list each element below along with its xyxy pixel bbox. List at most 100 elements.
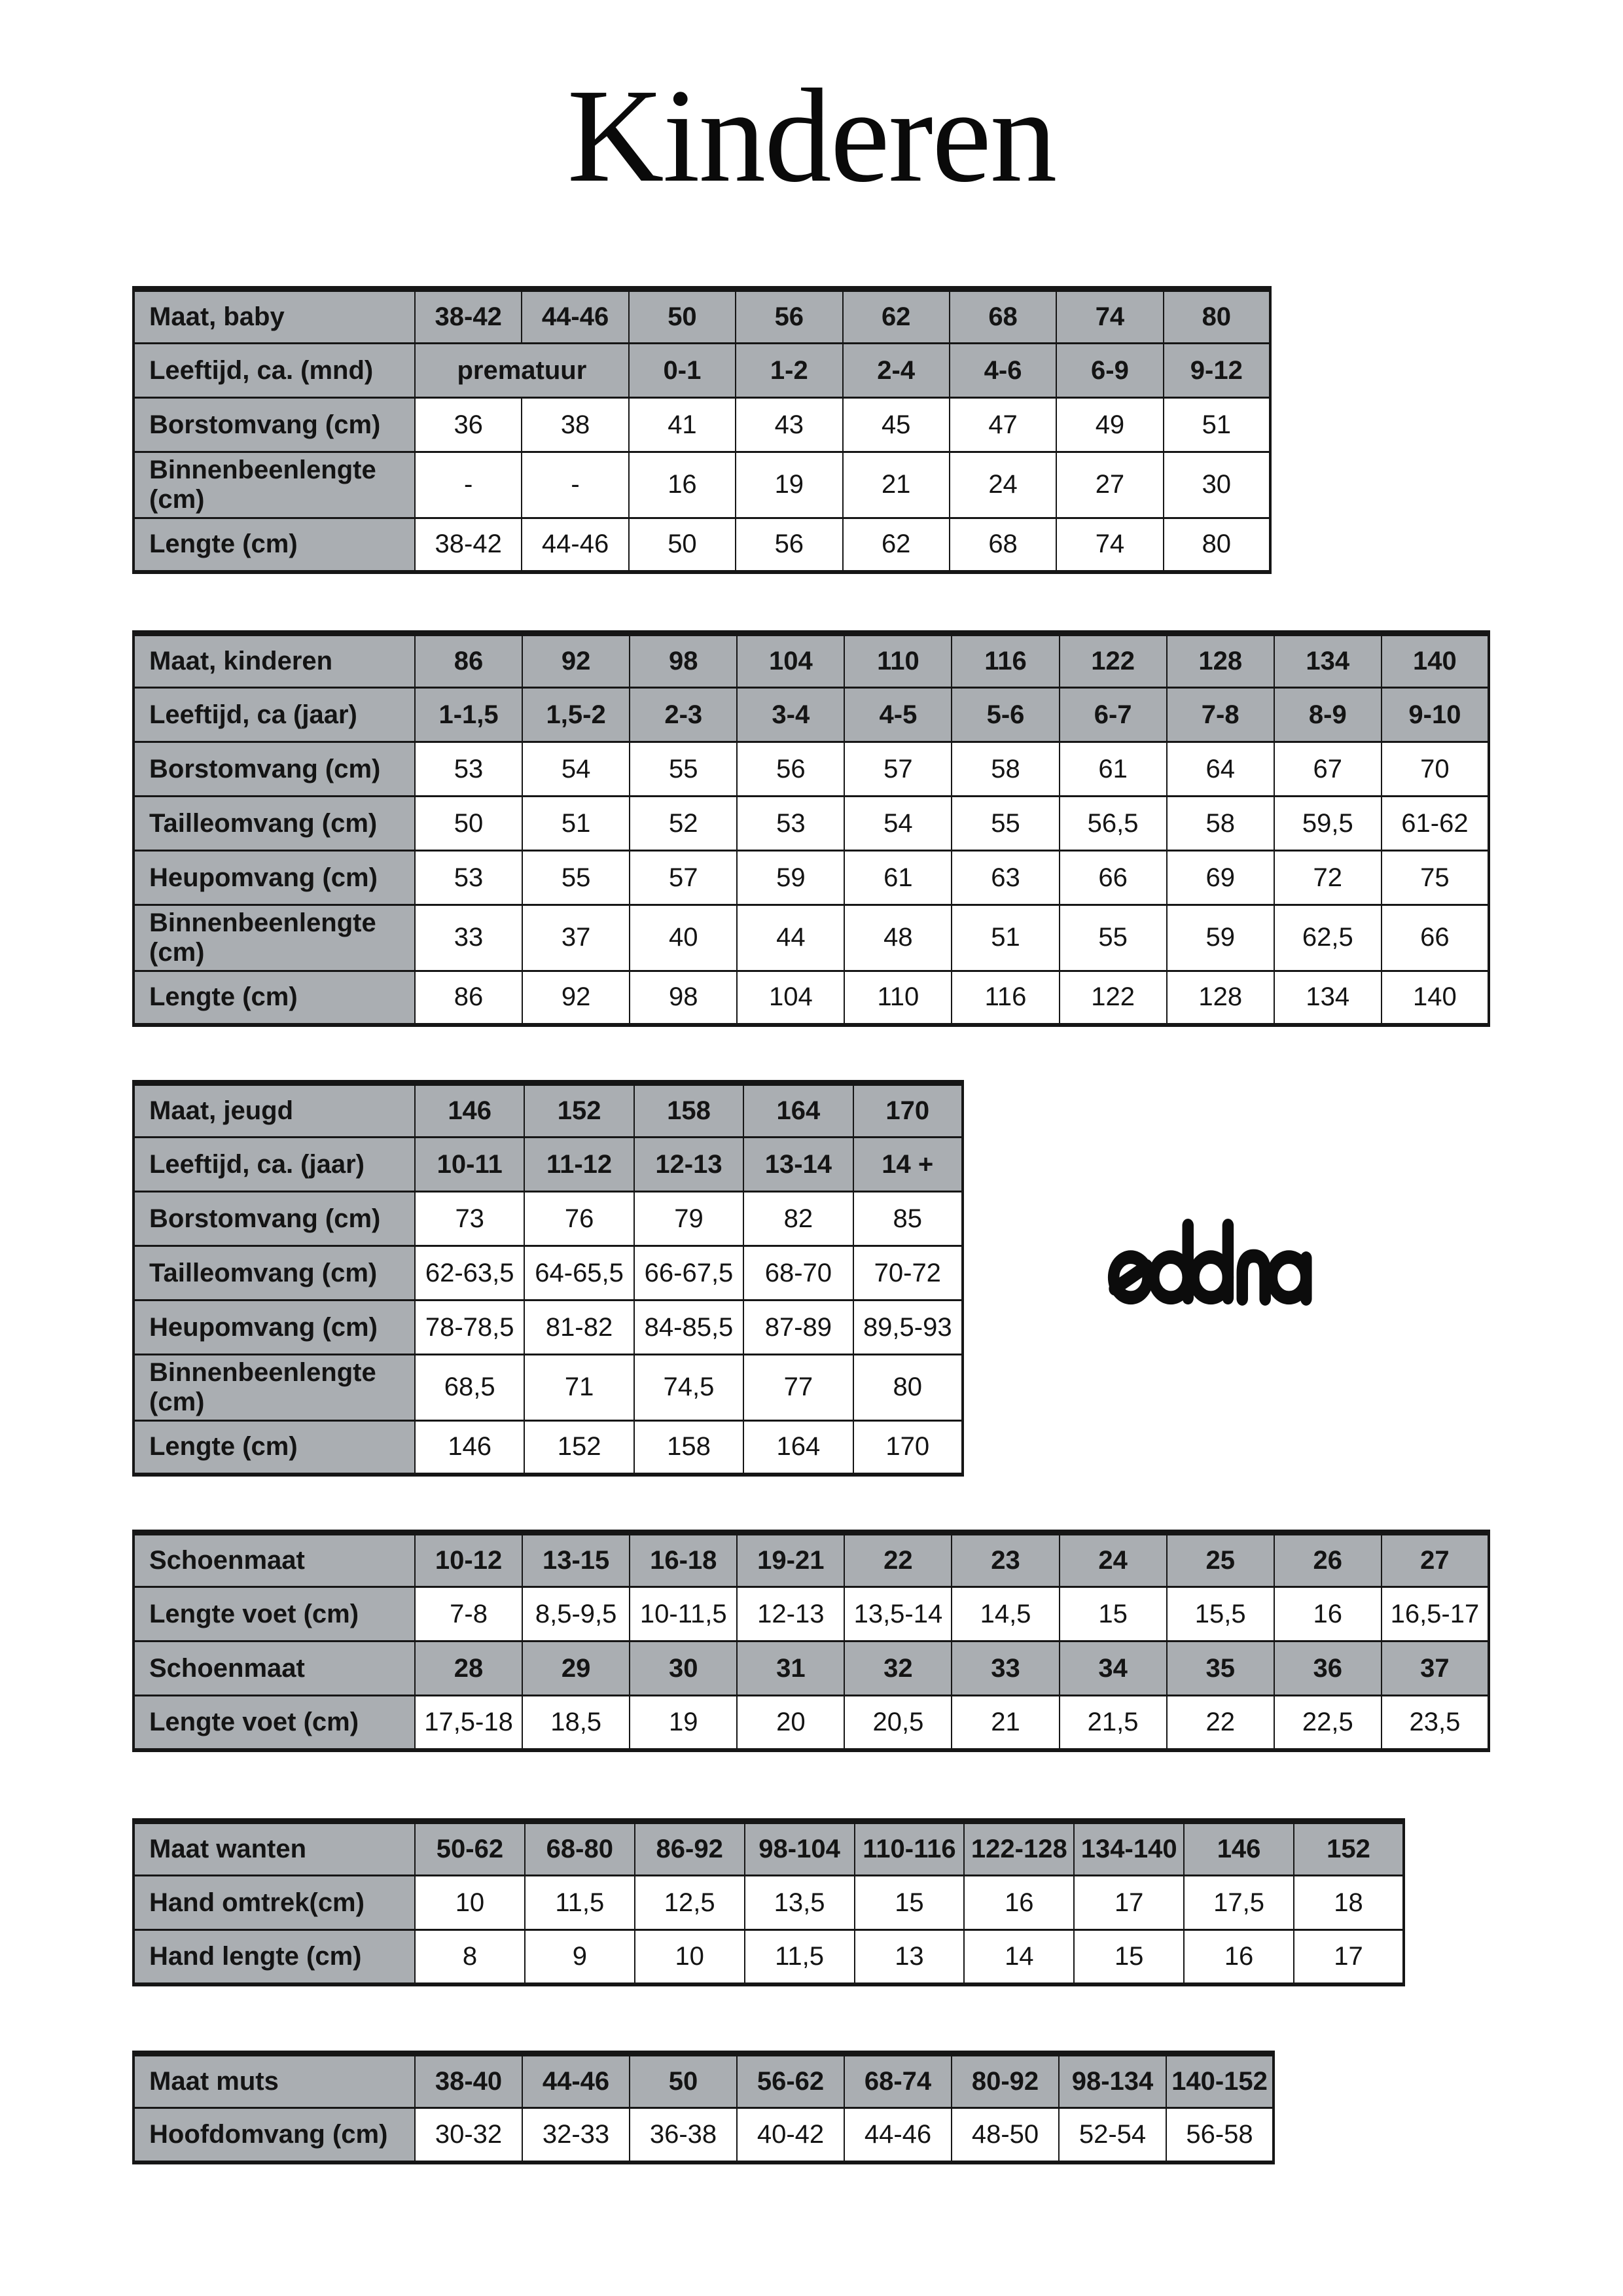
cell: 68,5 [414,1354,526,1422]
cell: 37 [522,904,631,972]
row-label: Binnenbeenlengte (cm) [133,1354,416,1422]
cell: 30-32 [414,2107,523,2163]
row-label: Maat muts [133,2053,416,2109]
cell: 38-42 [414,288,523,344]
cell: 50 [628,516,737,573]
table-muts: Maat muts 38-40 44-46 50 56-62 68-74 80-92 98-1… [132,2051,1275,2164]
cell: 22 [844,1532,953,1588]
table-row: Lengte (cm) 38-42 44-46 50 56 62 68 74 80 [133,516,1272,573]
eddna-logo: eddna [1107,1219,1312,1306]
cell: 51 [951,904,1060,972]
cell: 68-74 [844,2053,952,2109]
row-label: Tailleomvang (cm) [133,1245,416,1301]
cell: 48-50 [951,2107,1060,2163]
cell: 98 [629,969,738,1026]
table-row: Hoofdomvang (cm) 30-32 32-33 36-38 40-42 44-4… [133,2107,1274,2163]
cell: 158 [633,1419,745,1476]
cell: 21 [842,451,950,519]
cell: 19 [735,451,844,519]
cell: 44-46 [521,516,630,573]
table-row: Borstomvang (cm) 73 76 79 82 85 [133,1191,964,1247]
cell: 5-6 [951,687,1060,743]
cell: 37 [1380,1640,1490,1696]
cell: 73 [414,1191,526,1247]
row-label: Lengte (cm) [133,1419,416,1476]
cell: 81-82 [524,1299,635,1355]
cell: 116 [951,969,1060,1026]
cell: 32-33 [522,2107,630,2163]
cell: 80 [852,1354,964,1422]
cell: prematuur [414,342,630,399]
table-row: Leeftijd, ca. (mnd) prematuur 0-1 1-2 2-4 4-6… [133,342,1272,399]
cell: 110 [844,632,953,689]
cell: 11,5 [743,1929,855,1985]
cell: 16 [628,451,737,519]
cell: 1,5-2 [522,687,631,743]
cell: 13-15 [522,1532,631,1588]
table-row: Lengte (cm) 86 92 98 104 110 116 122 128 134 140 [133,969,1490,1026]
cell: 15 [853,1874,965,1931]
cell: 54 [522,741,631,797]
row-label: Lengte (cm) [133,516,416,573]
cell: 98-134 [1058,2053,1167,2109]
cell: 10 [414,1874,526,1931]
cell: 13,5-14 [844,1586,953,1642]
cell: 152 [524,1082,635,1138]
cell: 33 [951,1640,1060,1696]
cell: 56 [735,288,844,344]
table-row: Binnenbeenlengte (cm) 33 37 40 44 48 51 55 59 62,… [133,904,1490,972]
cell: 14 [963,1929,1075,1985]
cell: 86 [414,632,524,689]
cell: 52-54 [1058,2107,1167,2163]
table-kinderen: Maat, kinderen 86 92 98 104 110 116 122 128 134 14… [132,630,1490,1028]
cell: 22 [1166,1695,1275,1751]
cell: 19 [629,1695,738,1751]
row-label: Hand omtrek(cm) [133,1874,416,1931]
cell: 15 [1058,1586,1168,1642]
table-row: Maat muts 38-40 44-46 50 56-62 68-74 80-92 98-1… [133,2053,1274,2109]
cell: 13,5 [743,1874,855,1931]
cell: 170 [852,1419,964,1476]
cell: 62 [842,288,950,344]
table-row: Heupomvang (cm) 53 55 57 59 61 63 66 69 72 75 [133,850,1490,906]
cell: 12,5 [633,1874,745,1931]
cell: 146 [414,1419,526,1476]
cell: 7-8 [1166,687,1275,743]
row-label: Binnenbeenlengte (cm) [133,451,416,519]
cell: 61 [1058,741,1168,797]
cell: 24 [948,451,1058,519]
cell: 25 [1166,1532,1275,1588]
cell: 17,5 [1183,1874,1294,1931]
table-row: Maat, kinderen 86 92 98 104 110 116 122 128 134 14… [133,632,1490,689]
table-jeugd: Maat, jeugd 146 152 158 164 170 Leeftijd, ca. … [132,1080,964,1477]
cell: 122-128 [963,1820,1075,1876]
cell: 38 [521,397,630,453]
cell: 59,5 [1273,795,1382,852]
cell: 82 [743,1191,854,1247]
cell: 1-1,5 [414,687,524,743]
cell: 17 [1073,1874,1185,1931]
cell: 140 [1380,632,1490,689]
cell: 58 [1166,795,1275,852]
cell: 38-42 [414,516,523,573]
cell: 57 [629,850,738,906]
cell: 49 [1056,397,1164,453]
cell: 104 [736,969,846,1026]
cell: 21 [951,1695,1060,1751]
cell: 9-10 [1380,687,1490,743]
cell: 122 [1058,632,1168,689]
cell: 55 [1058,904,1168,972]
cell: 50 [628,288,737,344]
cell: 71 [524,1354,635,1422]
cell: 56 [736,741,846,797]
cell: 68-70 [743,1245,854,1301]
cell: 86-92 [633,1820,745,1876]
cell: 74 [1056,288,1164,344]
cell: 164 [743,1419,854,1476]
cell: 116 [951,632,1060,689]
row-label: Heupomvang (cm) [133,1299,416,1355]
cell: 19-21 [736,1532,846,1588]
cell: 27 [1380,1532,1490,1588]
cell: 54 [844,795,953,852]
